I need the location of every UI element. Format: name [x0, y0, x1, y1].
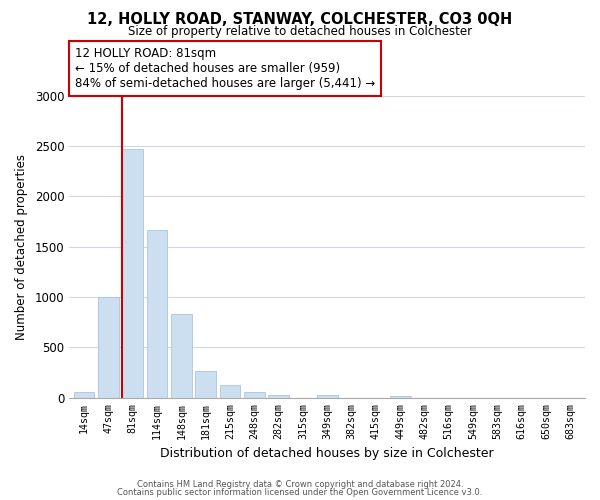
Bar [390, 396, 410, 398]
Text: Size of property relative to detached houses in Colchester: Size of property relative to detached ho… [128, 25, 472, 38]
Bar [220, 384, 240, 398]
Bar [146, 230, 167, 398]
Bar [317, 395, 338, 398]
Text: Contains HM Land Registry data © Crown copyright and database right 2024.: Contains HM Land Registry data © Crown c… [137, 480, 463, 489]
Bar [74, 392, 94, 398]
Text: Contains public sector information licensed under the Open Government Licence v3: Contains public sector information licen… [118, 488, 482, 497]
Text: 12, HOLLY ROAD, STANWAY, COLCHESTER, CO3 0QH: 12, HOLLY ROAD, STANWAY, COLCHESTER, CO3… [88, 12, 512, 28]
Bar [195, 370, 216, 398]
Bar [171, 314, 191, 398]
Y-axis label: Number of detached properties: Number of detached properties [15, 154, 28, 340]
Bar [244, 392, 265, 398]
Text: 12 HOLLY ROAD: 81sqm
← 15% of detached houses are smaller (959)
84% of semi-deta: 12 HOLLY ROAD: 81sqm ← 15% of detached h… [74, 46, 375, 90]
X-axis label: Distribution of detached houses by size in Colchester: Distribution of detached houses by size … [160, 447, 494, 460]
Bar [98, 297, 119, 398]
Bar [122, 149, 143, 398]
Bar [268, 395, 289, 398]
